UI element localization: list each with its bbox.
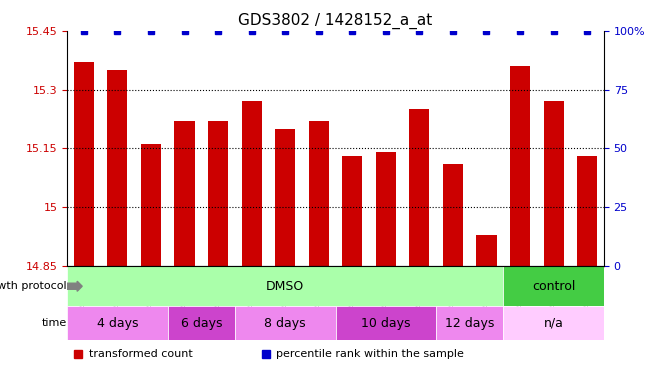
Bar bbox=[275, 129, 295, 266]
Bar bbox=[208, 121, 228, 266]
FancyBboxPatch shape bbox=[503, 266, 604, 306]
Title: GDS3802 / 1428152_a_at: GDS3802 / 1428152_a_at bbox=[238, 13, 433, 29]
Text: control: control bbox=[532, 280, 575, 293]
Bar bbox=[476, 235, 497, 266]
FancyBboxPatch shape bbox=[436, 306, 503, 339]
FancyBboxPatch shape bbox=[67, 266, 503, 306]
Bar bbox=[242, 101, 262, 266]
Bar bbox=[107, 70, 127, 266]
Bar bbox=[309, 121, 329, 266]
Text: 4 days: 4 days bbox=[97, 316, 138, 329]
FancyBboxPatch shape bbox=[235, 306, 336, 339]
Text: DMSO: DMSO bbox=[266, 280, 305, 293]
Bar bbox=[376, 152, 396, 266]
Bar bbox=[577, 156, 597, 266]
Bar bbox=[74, 62, 94, 266]
Bar bbox=[409, 109, 429, 266]
Text: 12 days: 12 days bbox=[445, 316, 495, 329]
FancyBboxPatch shape bbox=[67, 306, 168, 339]
Text: 10 days: 10 days bbox=[361, 316, 411, 329]
Text: time: time bbox=[42, 318, 67, 328]
FancyBboxPatch shape bbox=[168, 306, 235, 339]
Bar bbox=[510, 66, 530, 266]
Text: 6 days: 6 days bbox=[180, 316, 222, 329]
Text: percentile rank within the sample: percentile rank within the sample bbox=[276, 349, 464, 359]
FancyArrow shape bbox=[67, 281, 83, 291]
FancyBboxPatch shape bbox=[336, 306, 436, 339]
FancyBboxPatch shape bbox=[503, 306, 604, 339]
Text: 8 days: 8 days bbox=[264, 316, 306, 329]
Bar bbox=[443, 164, 463, 266]
Bar bbox=[544, 101, 564, 266]
Bar bbox=[141, 144, 161, 266]
Text: transformed count: transformed count bbox=[89, 349, 193, 359]
Text: growth protocol: growth protocol bbox=[0, 281, 67, 291]
Bar bbox=[174, 121, 195, 266]
Bar bbox=[342, 156, 362, 266]
Text: n/a: n/a bbox=[544, 316, 564, 329]
